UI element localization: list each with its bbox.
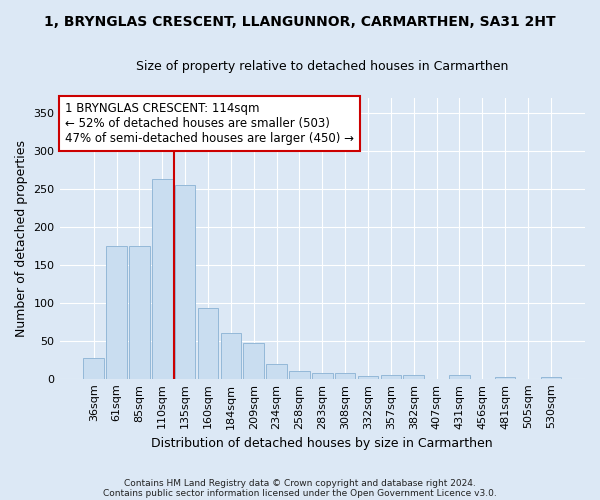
Title: Size of property relative to detached houses in Carmarthen: Size of property relative to detached ho… <box>136 60 508 73</box>
Bar <box>152 179 173 379</box>
Text: Contains public sector information licensed under the Open Government Licence v3: Contains public sector information licen… <box>103 488 497 498</box>
Text: 1, BRYNGLAS CRESCENT, LLANGUNNOR, CARMARTHEN, SA31 2HT: 1, BRYNGLAS CRESCENT, LLANGUNNOR, CARMAR… <box>44 15 556 29</box>
Bar <box>129 246 150 379</box>
Bar <box>289 371 310 379</box>
Text: Contains HM Land Registry data © Crown copyright and database right 2024.: Contains HM Land Registry data © Crown c… <box>124 478 476 488</box>
X-axis label: Distribution of detached houses by size in Carmarthen: Distribution of detached houses by size … <box>151 437 493 450</box>
Bar <box>83 358 104 379</box>
Bar <box>358 376 378 379</box>
Bar <box>266 364 287 379</box>
Bar <box>380 375 401 379</box>
Bar <box>541 376 561 379</box>
Bar <box>221 333 241 379</box>
Bar <box>403 375 424 379</box>
Text: 1 BRYNGLAS CRESCENT: 114sqm
← 52% of detached houses are smaller (503)
47% of se: 1 BRYNGLAS CRESCENT: 114sqm ← 52% of det… <box>65 102 354 145</box>
Bar <box>335 372 355 379</box>
Bar <box>175 185 196 379</box>
Bar <box>312 372 332 379</box>
Bar <box>495 378 515 379</box>
Bar <box>198 308 218 379</box>
Bar <box>244 343 264 379</box>
Bar <box>106 246 127 379</box>
Y-axis label: Number of detached properties: Number of detached properties <box>15 140 28 337</box>
Bar <box>449 375 470 379</box>
